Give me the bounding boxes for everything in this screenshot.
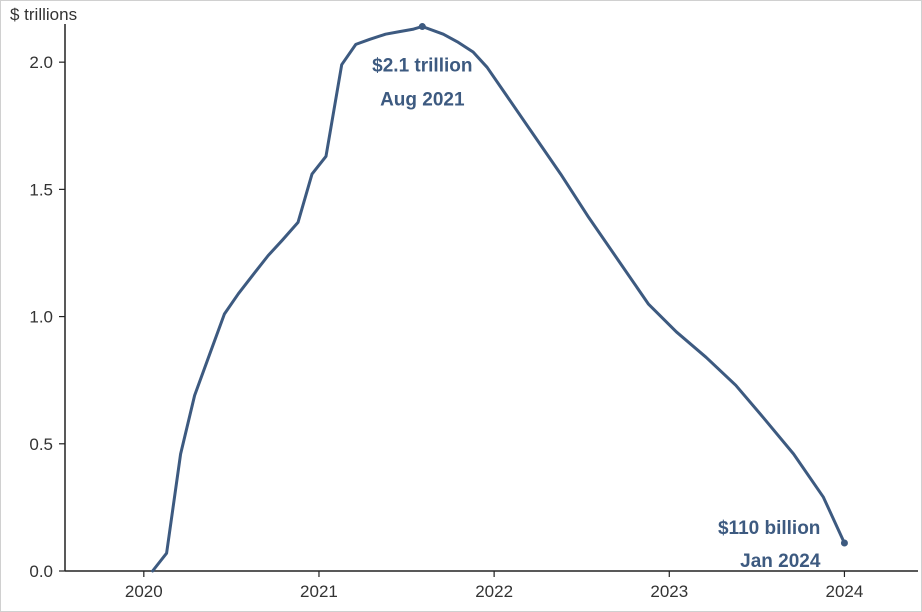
y-tick-label: 2.0 [29,53,53,72]
x-tick-label: 2020 [125,582,163,601]
annotation-date: Jan 2024 [740,551,821,572]
annotations: $2.1 trillion Aug 2021 $110 billion Jan 202… [372,23,848,572]
series-line [151,25,846,573]
y-tick-label: 0.5 [29,435,53,454]
annotation-date: Aug 2021 [380,90,465,111]
x-tick-label: 2021 [300,582,338,601]
annotation-marker [840,539,848,547]
y-tick-label: 1.0 [29,308,53,327]
y-tick-label: 1.5 [29,180,53,199]
y-tick-label: 0.0 [29,562,53,581]
annotation-value: $110 billion [718,518,820,539]
annotation-value: $2.1 trillion [372,56,472,77]
x-tick-label: 2022 [475,582,513,601]
annotation-marker [418,23,426,31]
x-tick-label: 2023 [650,582,688,601]
x-tick-label: 2024 [826,582,864,601]
y-axis-unit-label: $ trillions [10,5,77,24]
axis-ticks: 0.0 0.5 1.0 1.5 2.0 2020 2021 2022 2023 2024 [29,53,863,601]
